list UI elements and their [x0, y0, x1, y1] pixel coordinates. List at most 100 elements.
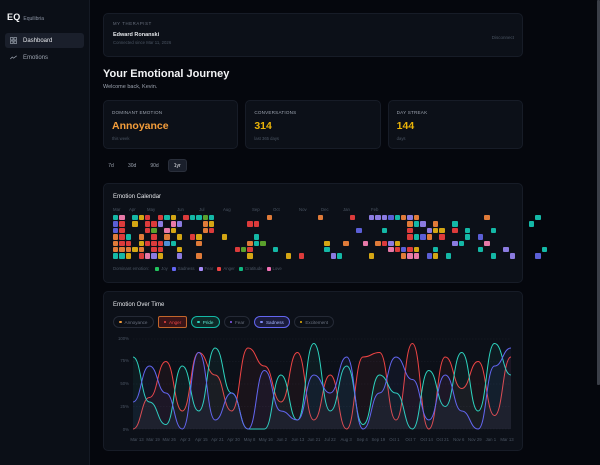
calendar-cell[interactable]: [503, 247, 509, 253]
calendar-cell[interactable]: [484, 240, 490, 246]
calendar-cell[interactable]: [394, 247, 400, 253]
calendar-cell[interactable]: [170, 221, 176, 227]
calendar-cell[interactable]: [381, 227, 388, 234]
calendar-cell[interactable]: [125, 253, 132, 259]
calendar-cell[interactable]: [119, 253, 125, 259]
calendar-cell[interactable]: [388, 247, 394, 253]
calendar-cell[interactable]: [177, 234, 183, 240]
calendar-cell[interactable]: [145, 240, 151, 246]
chip-fear[interactable]: Fear: [223, 316, 251, 328]
calendar-cell[interactable]: [189, 234, 196, 240]
calendar-cell[interactable]: [458, 240, 464, 246]
calendar-cell[interactable]: [490, 253, 496, 259]
calendar-cell[interactable]: [535, 215, 541, 221]
calendar-cell[interactable]: [196, 215, 202, 221]
calendar-cell[interactable]: [202, 221, 208, 227]
calendar-cell[interactable]: [439, 227, 445, 234]
calendar-cell[interactable]: [420, 234, 426, 240]
chip-excitement[interactable]: Excitement: [293, 316, 335, 328]
calendar-cell[interactable]: [196, 234, 202, 240]
calendar-cell[interactable]: [132, 247, 138, 253]
calendar-cell[interactable]: [420, 221, 426, 227]
calendar-cell[interactable]: [113, 221, 119, 227]
calendar-cell[interactable]: [260, 240, 266, 246]
calendar-cell[interactable]: [477, 234, 484, 240]
calendar-cell[interactable]: [125, 240, 132, 246]
calendar-cell[interactable]: [209, 227, 215, 234]
calendar-cell[interactable]: [138, 240, 144, 246]
calendar-cell[interactable]: [413, 234, 420, 240]
calendar-cell[interactable]: [439, 234, 445, 240]
calendar-cell[interactable]: [324, 240, 330, 246]
calendar-cell[interactable]: [317, 215, 324, 221]
calendar-cell[interactable]: [209, 221, 215, 227]
calendar-cell[interactable]: [151, 240, 157, 246]
calendar-cell[interactable]: [337, 253, 343, 259]
calendar-cell[interactable]: [490, 227, 496, 234]
calendar-cell[interactable]: [119, 215, 125, 221]
range-7d-button[interactable]: 7d: [108, 162, 114, 169]
calendar-cell[interactable]: [394, 215, 400, 221]
calendar-cell[interactable]: [324, 247, 330, 253]
calendar-cell[interactable]: [445, 253, 452, 259]
calendar-cell[interactable]: [170, 215, 176, 221]
calendar-cell[interactable]: [164, 234, 170, 240]
calendar-cell[interactable]: [145, 221, 151, 227]
calendar-cell[interactable]: [369, 215, 375, 221]
calendar-cell[interactable]: [209, 215, 215, 221]
calendar-cell[interactable]: [401, 247, 407, 253]
calendar-cell[interactable]: [433, 247, 439, 253]
calendar-cell[interactable]: [145, 253, 151, 259]
calendar-cell[interactable]: [196, 240, 202, 246]
calendar-cell[interactable]: [157, 215, 164, 221]
calendar-cell[interactable]: [113, 234, 119, 240]
calendar-cell[interactable]: [529, 221, 535, 227]
chip-annoyance[interactable]: Annoyance: [113, 316, 154, 328]
calendar-cell[interactable]: [145, 215, 151, 221]
chip-pride[interactable]: Pride: [191, 316, 220, 328]
calendar-cell[interactable]: [138, 215, 144, 221]
calendar-cell[interactable]: [138, 253, 144, 259]
calendar-cell[interactable]: [266, 215, 272, 221]
calendar-cell[interactable]: [253, 234, 260, 240]
calendar-cell[interactable]: [189, 215, 196, 221]
calendar-cell[interactable]: [202, 215, 208, 221]
calendar-cell[interactable]: [426, 227, 432, 234]
range-90d-button[interactable]: 90d: [150, 162, 159, 169]
calendar-cell[interactable]: [151, 227, 157, 234]
calendar-cell[interactable]: [330, 253, 336, 259]
calendar-cell[interactable]: [407, 221, 413, 227]
calendar-cell[interactable]: [362, 240, 368, 246]
calendar-cell[interactable]: [113, 240, 119, 246]
calendar-cell[interactable]: [125, 234, 132, 240]
calendar-cell[interactable]: [541, 247, 548, 253]
calendar-cell[interactable]: [375, 240, 381, 246]
calendar-cell[interactable]: [298, 253, 304, 259]
calendar-cell[interactable]: [145, 227, 151, 234]
calendar-cell[interactable]: [388, 215, 394, 221]
calendar-cell[interactable]: [157, 221, 164, 227]
calendar-cell[interactable]: [196, 253, 202, 259]
calendar-cell[interactable]: [413, 221, 420, 227]
calendar-cell[interactable]: [202, 227, 208, 234]
calendar-cell[interactable]: [349, 215, 356, 221]
calendar-cell[interactable]: [151, 234, 157, 240]
calendar-cell[interactable]: [157, 253, 164, 259]
calendar-cell[interactable]: [132, 221, 138, 227]
calendar-cell[interactable]: [247, 221, 253, 227]
calendar-cell[interactable]: [535, 253, 541, 259]
disconnect-button[interactable]: Disconnect: [491, 35, 514, 40]
calendar-cell[interactable]: [452, 221, 458, 227]
calendar-cell[interactable]: [151, 253, 157, 259]
calendar-cell[interactable]: [177, 253, 183, 259]
calendar-cell[interactable]: [241, 247, 247, 253]
sidebar-item-emotions[interactable]: Emotions: [5, 50, 84, 65]
calendar-cell[interactable]: [253, 221, 260, 227]
scrollbar[interactable]: [597, 0, 600, 385]
calendar-cell[interactable]: [132, 215, 138, 221]
calendar-cell[interactable]: [138, 234, 144, 240]
calendar-cell[interactable]: [177, 247, 183, 253]
calendar-cell[interactable]: [170, 240, 176, 246]
calendar-cell[interactable]: [413, 247, 420, 253]
calendar-cell[interactable]: [247, 240, 253, 246]
